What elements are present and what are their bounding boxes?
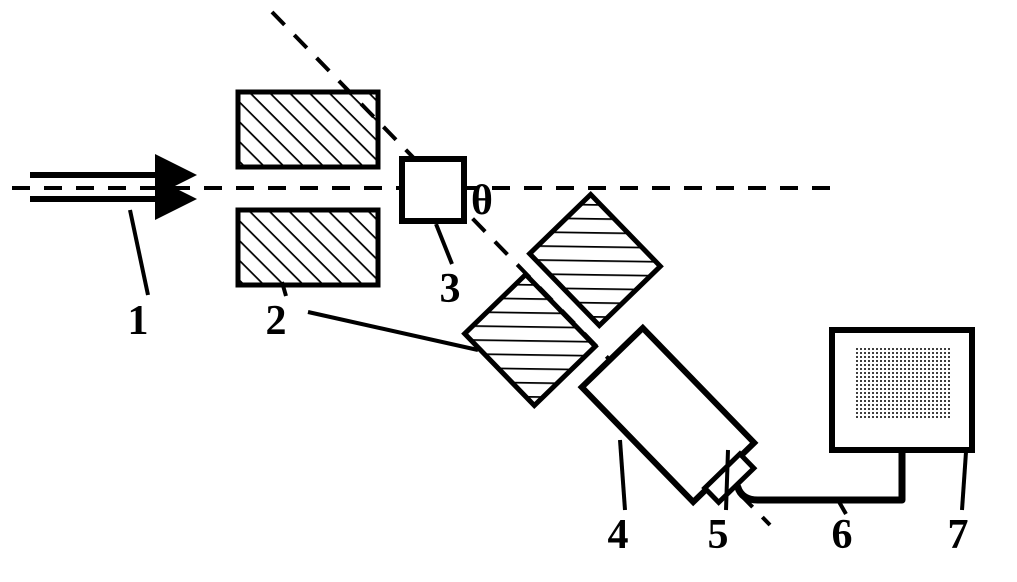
schematic-diagram: 1 2 3θ 4 5 6 7	[0, 0, 1017, 582]
callout-line	[308, 312, 478, 350]
monitor	[832, 330, 972, 500]
label-theta: θ	[471, 178, 493, 224]
collimator-left-top	[238, 92, 378, 167]
cable	[738, 487, 902, 500]
callout-line	[726, 450, 728, 510]
label-6: 6	[832, 512, 853, 558]
label-5: 5	[708, 512, 729, 558]
callout-line	[130, 210, 148, 295]
label-4: 4	[608, 512, 629, 558]
callout-line	[620, 440, 625, 510]
label-7: 7	[948, 512, 969, 558]
label-3: 3	[440, 266, 461, 312]
callout-line	[436, 224, 452, 264]
label-1: 1	[128, 298, 149, 344]
label-2: 2	[266, 298, 287, 344]
callout-line	[962, 452, 966, 510]
sample-box	[402, 159, 464, 221]
collimator-left-bottom	[238, 210, 378, 285]
